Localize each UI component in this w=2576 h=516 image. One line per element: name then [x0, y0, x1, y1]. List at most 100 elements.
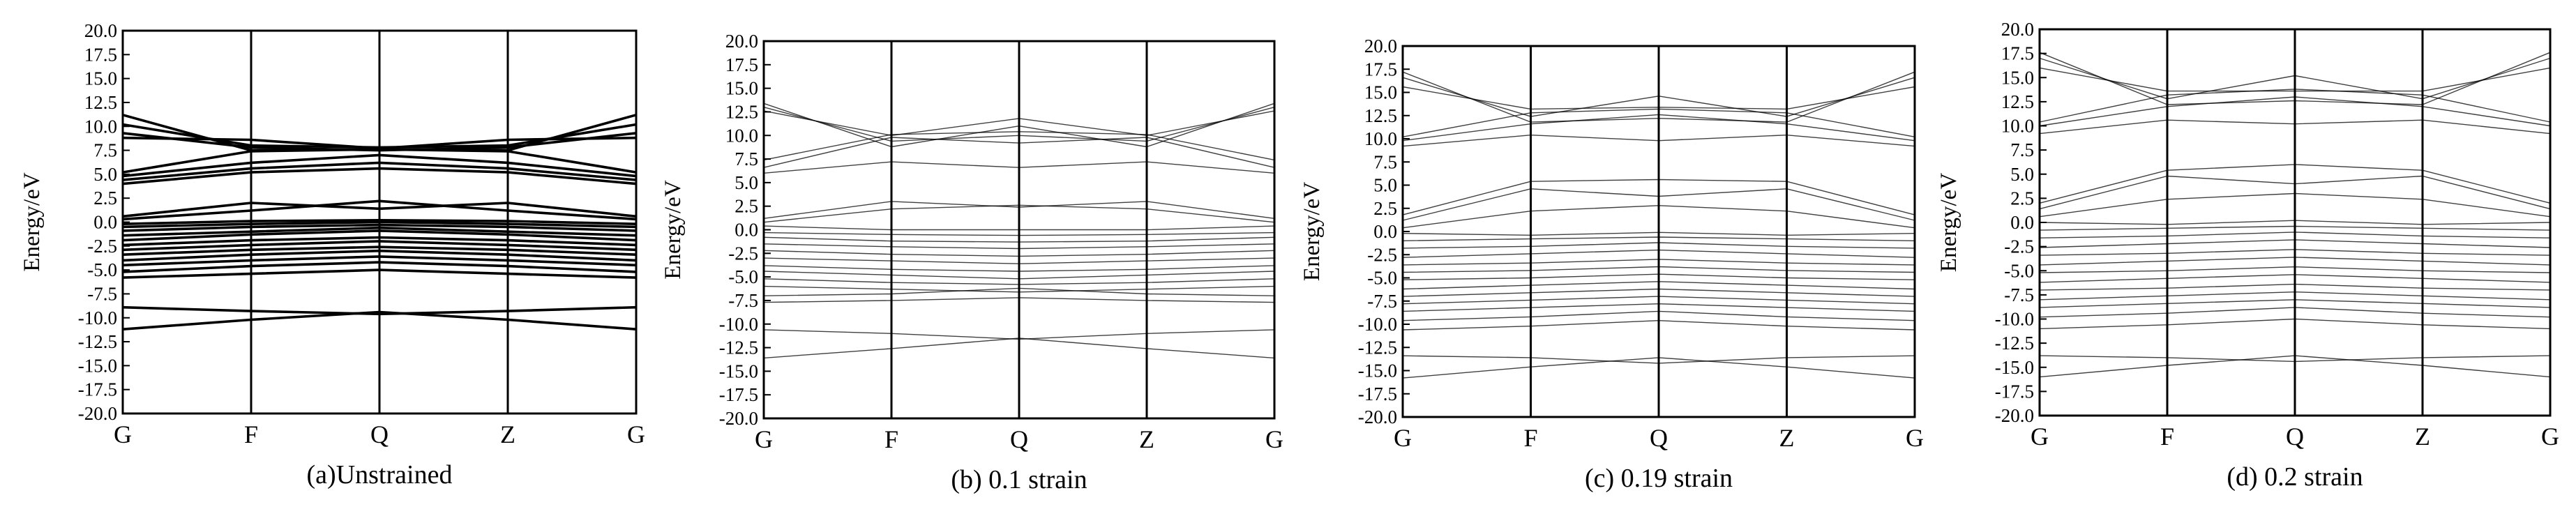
y-tick-label: 17.5 — [84, 44, 117, 65]
band-line — [122, 245, 637, 256]
band-line — [763, 285, 1275, 293]
x-tick-label: F — [1523, 424, 1537, 452]
band-line — [1402, 249, 1915, 258]
band-line — [763, 243, 1275, 250]
band-line — [2039, 274, 2551, 283]
band-line — [122, 310, 637, 331]
panel-c: 20.0 17.5 15.012.510.07.5 5.02.50.0-2.5 -5.0… — [1300, 36, 1924, 493]
y-tick-label: -20.0 — [719, 408, 758, 429]
y-tick-label: -12.5 — [1995, 333, 2034, 354]
y-tick-label: -17.5 — [719, 384, 758, 405]
y-tick-label: 20.0 — [725, 31, 758, 52]
band-line — [122, 136, 637, 150]
band-line — [763, 287, 1275, 296]
band-line — [2039, 257, 2551, 266]
band-line — [2039, 175, 2551, 210]
band-line — [763, 337, 1275, 359]
panel-caption: (c) 0.19 strain — [1585, 464, 1733, 493]
y-tick-label: 15.0 — [725, 78, 758, 99]
panel-caption: (a)Unstrained — [307, 460, 453, 490]
y-tick-label: -2.5 — [87, 236, 117, 257]
y-tick-label: -17.5 — [1358, 384, 1397, 404]
x-tick-label: G — [2031, 423, 2049, 450]
y-tick-label: -7.5 — [2004, 284, 2034, 305]
band-line — [763, 225, 1275, 231]
band-line — [1402, 232, 1915, 236]
y-tick-label: 5.0 — [1373, 175, 1397, 196]
y-tick-label: -17.5 — [78, 379, 117, 400]
x-tick-label: F — [2160, 423, 2174, 450]
panel-d: 20.0 17.5 15.0 12.5 10.07.5 5.0 2.5 0.0 -2.5 -5.0… — [1936, 19, 2559, 492]
y-tick-label: 7.5 — [2010, 139, 2034, 160]
band-line — [1402, 357, 1915, 379]
y-tick-label: -5.0 — [1367, 268, 1397, 289]
y-tick-label: 0.0 — [735, 220, 758, 241]
x-tick-label: Q — [2286, 423, 2304, 450]
x-tick-label: G — [1394, 424, 1412, 452]
band-line — [763, 278, 1275, 285]
y-tick-label: -12.5 — [78, 331, 117, 352]
x-tick-label: G — [755, 425, 773, 453]
band-line — [763, 103, 1275, 148]
x-tick-label: Z — [2415, 423, 2430, 450]
x-tick-label: G — [114, 420, 132, 448]
band-line — [2039, 67, 2551, 92]
y-tick-label: -7.5 — [87, 283, 117, 304]
y-tick-label: -12.5 — [719, 337, 758, 358]
y-tick-label: -2.5 — [2004, 236, 2034, 257]
y-tick-label: -15.0 — [1995, 357, 2034, 378]
band-line — [2039, 249, 2551, 256]
y-tick-label: 15.0 — [84, 68, 117, 89]
band-line — [122, 161, 637, 181]
y-tick-label: 17.5 — [1364, 59, 1397, 79]
band-line — [1402, 296, 1915, 305]
y-axis-label: Energy/eV — [1936, 173, 1961, 273]
y-tick-label: 15.0 — [1364, 82, 1397, 103]
band-line — [2039, 266, 2551, 273]
band-line — [1402, 71, 1915, 123]
band-line — [2039, 89, 2551, 123]
band-line — [2039, 299, 2551, 308]
band-line — [2039, 225, 2551, 231]
y-tick-label: 0.0 — [2010, 212, 2034, 233]
band-line — [763, 236, 1275, 243]
y-tick-label: -10.0 — [719, 314, 758, 335]
band-line — [1402, 242, 1915, 249]
panel-a: 20.0 17.5 15.0 12.5 10.0 7.5 5.0 2.5 0.0 -2.5-5.0… — [20, 20, 645, 490]
band-line — [122, 268, 637, 279]
x-tick-label: G — [1265, 425, 1283, 453]
y-tick-label: 12.5 — [2001, 91, 2034, 112]
x-tick-label: Z — [500, 420, 515, 448]
band-line — [763, 265, 1275, 272]
y-tick-label: 10.0 — [1364, 128, 1397, 149]
panel-caption: (d) 0.2 strain — [2227, 462, 2363, 492]
band-line — [1402, 179, 1915, 215]
band-line — [1402, 114, 1915, 142]
band-line — [1402, 266, 1915, 273]
y-tick-label: 7.5 — [93, 140, 117, 161]
y-tick-label: -10.0 — [1358, 314, 1397, 335]
y-tick-label: -15.0 — [78, 355, 117, 376]
x-tick-label: G — [627, 420, 645, 448]
band-line — [2039, 355, 2551, 363]
y-tick-label: 0.0 — [1373, 221, 1397, 242]
y-tick-label: 12.5 — [725, 101, 758, 122]
band-line — [2039, 232, 2551, 238]
band-line — [1402, 205, 1915, 229]
band-line — [122, 249, 637, 262]
band-line — [122, 199, 637, 221]
y-tick-label: -10.0 — [1995, 309, 2034, 330]
band-line — [2039, 96, 2551, 127]
band-line — [1402, 288, 1915, 297]
band-line — [2039, 52, 2551, 105]
y-tick-label: 2.5 — [2010, 188, 2034, 208]
y-tick-label: 0.0 — [93, 212, 117, 233]
panel-caption: (b) 0.1 strain — [951, 465, 1087, 494]
y-tick-label: 12.5 — [84, 92, 117, 113]
y-tick-label: 2.5 — [1373, 198, 1397, 219]
x-tick-label: F — [884, 425, 898, 453]
y-tick-label: -2.5 — [728, 243, 758, 264]
y-tick-label: -7.5 — [728, 290, 758, 311]
x-tick-label: G — [2541, 423, 2559, 450]
band-line — [2039, 164, 2551, 204]
